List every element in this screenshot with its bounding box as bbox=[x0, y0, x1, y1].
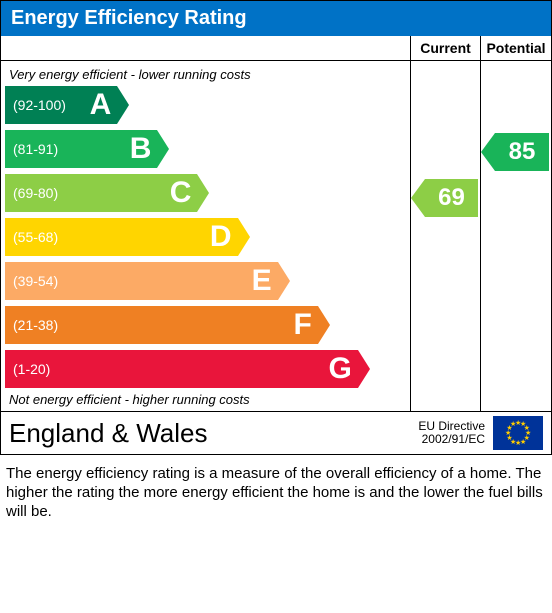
region-label: England & Wales bbox=[9, 418, 418, 449]
potential-value: 85 bbox=[509, 138, 536, 166]
band-bar: (55-68) D bbox=[5, 218, 238, 256]
current-column: 69 bbox=[411, 61, 481, 411]
bands-column: Very energy efficient - lower running co… bbox=[1, 61, 411, 411]
band-row-c: (69-80) C bbox=[5, 172, 406, 214]
chevron-right-icon bbox=[318, 306, 330, 344]
band-row-e: (39-54) E bbox=[5, 260, 406, 302]
band-letter: C bbox=[170, 176, 192, 210]
chevron-right-icon bbox=[197, 174, 209, 212]
header-spacer bbox=[1, 36, 411, 60]
band-row-d: (55-68) D bbox=[5, 216, 406, 258]
band-row-f: (21-38) F bbox=[5, 304, 406, 346]
band-range: (92-100) bbox=[5, 97, 66, 113]
chevron-right-icon bbox=[358, 350, 370, 388]
band-range: (21-38) bbox=[5, 317, 58, 333]
current-value: 69 bbox=[438, 184, 465, 212]
band-letter: F bbox=[293, 308, 311, 342]
band-letter: D bbox=[210, 220, 232, 254]
potential-column: 85 bbox=[481, 61, 551, 411]
pointer-arrow-icon bbox=[411, 179, 425, 217]
chevron-right-icon bbox=[238, 218, 250, 256]
chart-area: Very energy efficient - lower running co… bbox=[1, 61, 551, 411]
header-row: Current Potential bbox=[1, 36, 551, 61]
eu-flag-icon: ★★★★★★★★★★★★ bbox=[493, 416, 543, 450]
directive-block: EU Directive 2002/91/EC bbox=[418, 420, 485, 446]
footer-row: England & Wales EU Directive 2002/91/EC … bbox=[1, 411, 551, 454]
band-range: (81-91) bbox=[5, 141, 58, 157]
caption-bottom: Not energy efficient - higher running co… bbox=[5, 392, 406, 407]
directive-line2: 2002/91/EC bbox=[418, 433, 485, 446]
band-range: (39-54) bbox=[5, 273, 58, 289]
band-row-b: (81-91) B bbox=[5, 128, 406, 170]
band-bar: (81-91) B bbox=[5, 130, 157, 168]
caption-top: Very energy efficient - lower running co… bbox=[5, 67, 406, 82]
band-letter: A bbox=[90, 88, 112, 122]
epc-chart: Energy Efficiency Rating Current Potenti… bbox=[0, 0, 552, 455]
band-bar: (92-100) A bbox=[5, 86, 117, 124]
chevron-right-icon bbox=[117, 86, 129, 124]
header-current: Current bbox=[411, 36, 481, 60]
band-bar: (1-20) G bbox=[5, 350, 358, 388]
band-bar: (21-38) F bbox=[5, 306, 318, 344]
band-range: (55-68) bbox=[5, 229, 58, 245]
band-row-a: (92-100) A bbox=[5, 84, 406, 126]
title-bar: Energy Efficiency Rating bbox=[1, 1, 551, 36]
potential-pointer: 85 bbox=[495, 133, 549, 171]
band-bar: (39-54) E bbox=[5, 262, 278, 300]
pointer-arrow-icon bbox=[481, 133, 495, 171]
star-icon: ★ bbox=[510, 420, 516, 428]
band-letter: B bbox=[130, 132, 152, 166]
header-potential: Potential bbox=[481, 36, 551, 60]
band-bar: (69-80) C bbox=[5, 174, 197, 212]
description-text: The energy efficiency rating is a measur… bbox=[0, 455, 552, 527]
band-row-g: (1-20) G bbox=[5, 348, 406, 390]
chevron-right-icon bbox=[278, 262, 290, 300]
current-pointer: 69 bbox=[425, 179, 478, 217]
band-letter: E bbox=[252, 264, 272, 298]
band-letter: G bbox=[329, 352, 352, 386]
band-range: (69-80) bbox=[5, 185, 58, 201]
chevron-right-icon bbox=[157, 130, 169, 168]
band-range: (1-20) bbox=[5, 361, 50, 377]
